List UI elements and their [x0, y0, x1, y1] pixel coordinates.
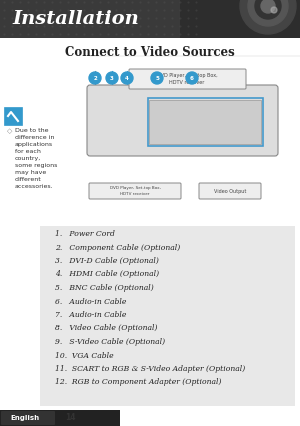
Text: ◇: ◇	[7, 128, 12, 134]
Text: 1.   Power Cord: 1. Power Cord	[55, 230, 115, 238]
Text: HDTV receiver: HDTV receiver	[169, 80, 205, 84]
Text: 9.   S-Video Cable (Optional): 9. S-Video Cable (Optional)	[55, 338, 165, 346]
FancyBboxPatch shape	[199, 183, 261, 199]
Text: 6: 6	[190, 75, 194, 81]
Circle shape	[240, 0, 296, 34]
FancyBboxPatch shape	[1, 411, 55, 425]
Text: DVD Player, Set-top Box,: DVD Player, Set-top Box,	[157, 74, 217, 78]
Text: 8.   Video Cable (Optional): 8. Video Cable (Optional)	[55, 325, 158, 333]
Text: 5.   BNC Cable (Optional): 5. BNC Cable (Optional)	[55, 284, 154, 292]
Circle shape	[89, 72, 101, 84]
Text: 4: 4	[125, 75, 129, 81]
Text: 5: 5	[155, 75, 159, 81]
Text: 7.   Audio-in Cable: 7. Audio-in Cable	[55, 311, 126, 319]
Text: Due to the
difference in
applications
for each
country,
some regions
may have
di: Due to the difference in applications fo…	[15, 128, 57, 189]
FancyBboxPatch shape	[129, 69, 246, 89]
Text: English: English	[11, 415, 40, 421]
Text: 14: 14	[65, 414, 76, 423]
Text: 12.  RGB to Component Adapter (Optional): 12. RGB to Component Adapter (Optional)	[55, 378, 221, 386]
Text: 10.  VGA Cable: 10. VGA Cable	[55, 351, 114, 360]
Text: Video Output: Video Output	[214, 188, 246, 193]
Text: HDTV receiver: HDTV receiver	[120, 192, 150, 196]
Circle shape	[151, 72, 163, 84]
Text: 3.   DVI-D Cable (Optional): 3. DVI-D Cable (Optional)	[55, 257, 159, 265]
Circle shape	[248, 0, 288, 26]
FancyBboxPatch shape	[0, 0, 300, 38]
Text: 11.  SCART to RGB & S-Video Adapter (Optional): 11. SCART to RGB & S-Video Adapter (Opti…	[55, 365, 245, 373]
Bar	[0, 410, 120, 426]
FancyBboxPatch shape	[87, 85, 278, 156]
FancyBboxPatch shape	[89, 183, 181, 199]
FancyBboxPatch shape	[149, 100, 261, 144]
Text: DVD Player, Set-top Box,: DVD Player, Set-top Box,	[110, 186, 160, 190]
Circle shape	[255, 0, 281, 19]
Circle shape	[261, 0, 275, 13]
Circle shape	[106, 72, 118, 84]
Text: 2.   Component Cable (Optional): 2. Component Cable (Optional)	[55, 244, 180, 251]
Text: 2: 2	[93, 75, 97, 81]
Text: Installation: Installation	[12, 10, 139, 28]
FancyBboxPatch shape	[40, 226, 295, 406]
Circle shape	[186, 72, 198, 84]
Text: Connect to Video Sources: Connect to Video Sources	[65, 46, 235, 58]
Text: 6.   Audio-in Cable: 6. Audio-in Cable	[55, 297, 126, 305]
FancyBboxPatch shape	[4, 107, 22, 125]
Text: 4.   HDMI Cable (Optional): 4. HDMI Cable (Optional)	[55, 271, 159, 279]
FancyBboxPatch shape	[180, 0, 300, 38]
Circle shape	[271, 7, 277, 13]
Circle shape	[121, 72, 133, 84]
Text: 3: 3	[110, 75, 114, 81]
